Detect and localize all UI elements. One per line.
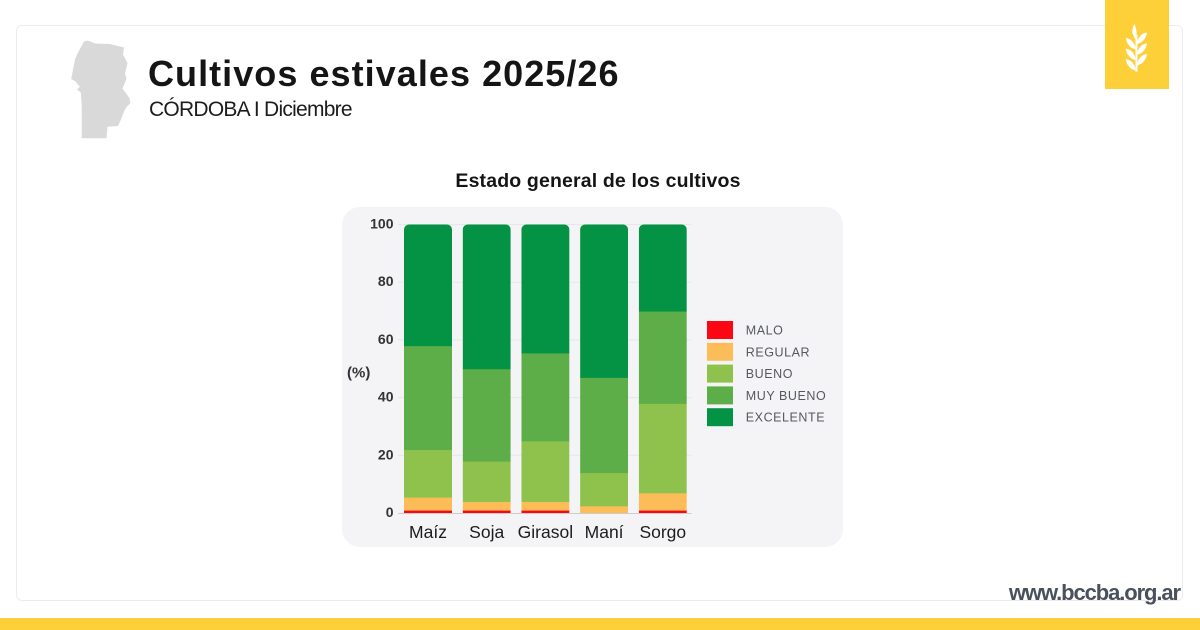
svg-text:Soja: Soja	[469, 522, 504, 542]
svg-text:60: 60	[378, 331, 394, 347]
svg-text:Maní: Maní	[585, 522, 624, 542]
svg-text:80: 80	[378, 273, 394, 289]
svg-text:EXCELENTE: EXCELENTE	[746, 411, 825, 425]
svg-text:REGULAR: REGULAR	[746, 345, 810, 359]
svg-text:MUY BUENO: MUY BUENO	[746, 389, 826, 403]
svg-text:100: 100	[370, 216, 394, 232]
svg-text:(%): (%)	[347, 365, 370, 382]
svg-text:Girasol: Girasol	[518, 522, 573, 542]
svg-text:Sorgo: Sorgo	[639, 522, 686, 542]
svg-text:BUENO: BUENO	[746, 367, 793, 381]
svg-text:40: 40	[378, 389, 394, 405]
svg-text:MALO: MALO	[746, 324, 784, 338]
svg-text:Maíz: Maíz	[409, 522, 447, 542]
svg-text:0: 0	[386, 504, 394, 520]
svg-text:20: 20	[378, 446, 394, 462]
